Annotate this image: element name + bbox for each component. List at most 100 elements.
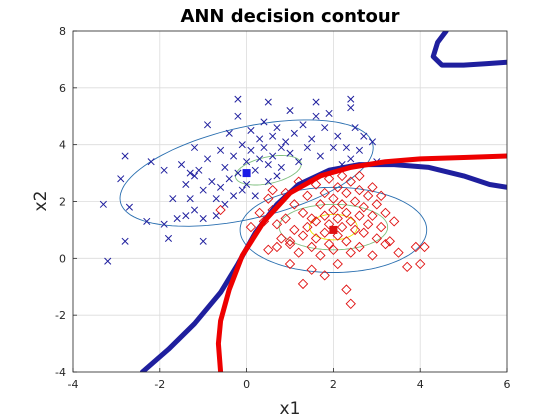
class2-diamond-marker — [310, 233, 322, 244]
class1-x-marker — [164, 234, 173, 242]
class1-x-marker — [190, 172, 199, 180]
y-tick-label: 6 — [59, 82, 66, 95]
class1-x-marker — [308, 135, 316, 143]
class2-diamond-marker — [297, 278, 309, 290]
class1-x-marker — [264, 161, 272, 169]
class1-x-marker — [221, 163, 229, 171]
class2-diamond-marker — [302, 221, 313, 233]
class2-diamond-marker — [367, 182, 378, 193]
class2-diamond-marker — [341, 207, 352, 219]
class2-diamond-marker — [362, 219, 374, 230]
class2-diamond-marker — [349, 196, 361, 207]
y-tick-label: 8 — [59, 25, 66, 38]
class2-diamond-marker — [302, 190, 313, 201]
class2-diamond-marker — [384, 236, 395, 247]
class2-diamond-marker — [336, 199, 348, 210]
decision-curves — [139, 31, 507, 372]
class2-diamond-marker — [293, 247, 304, 258]
class1-x-marker — [368, 138, 377, 146]
class2-diamond-marker — [323, 238, 335, 250]
class1-x-marker — [347, 104, 355, 112]
class1-x-marker — [203, 155, 212, 163]
class1-x-marker — [221, 200, 229, 208]
class1-x-marker — [186, 195, 194, 203]
class2-diamond-marker — [388, 216, 400, 227]
class1-x-marker — [299, 121, 307, 129]
class1-x-marker — [225, 175, 233, 183]
class1-x-marker — [277, 143, 285, 152]
class2-diamond-marker — [336, 170, 348, 182]
class2-diamond-marker — [336, 221, 348, 233]
class1-x-marker — [177, 161, 186, 169]
class2-diamond-marker — [341, 187, 352, 199]
data-points — [99, 95, 430, 309]
class2-diamond-marker — [367, 250, 378, 261]
class1-x-marker — [104, 257, 112, 265]
class1-x-marker — [117, 175, 125, 183]
class2-diamond-marker — [215, 204, 226, 216]
class2-diamond-marker — [375, 190, 387, 201]
class1-x-marker — [230, 152, 238, 160]
class1-x-marker — [160, 220, 168, 228]
class2-diamond-marker — [345, 216, 356, 227]
class2-diamond-marker — [332, 258, 343, 270]
class2-diamond-marker — [345, 298, 356, 309]
x-axis-label: x1 — [280, 399, 301, 419]
axis-ticks: -4 -2 0 2 4 6 -4 -2 0 2 4 6 8 — [55, 25, 510, 391]
class2-diamond-marker — [328, 204, 339, 216]
x-tick-label: -4 — [68, 378, 79, 391]
class1-x-marker — [199, 237, 207, 245]
class1-x-marker — [199, 214, 207, 223]
class2-diamond-marker — [358, 202, 369, 213]
chart-title: ANN decision contour — [180, 6, 399, 27]
class1-x-marker — [256, 155, 264, 163]
class2-diamond-marker — [284, 236, 296, 247]
class2-diamond-marker — [354, 241, 365, 253]
class2-diamond-marker — [263, 193, 274, 204]
class2-diamond-marker — [332, 182, 343, 193]
class1-x-marker — [203, 121, 212, 129]
class2-diamond-marker — [354, 184, 365, 196]
class2-diamond-marker — [315, 250, 326, 261]
class1-x-marker — [260, 118, 268, 126]
class1-x-marker — [347, 155, 355, 163]
class1-x-marker — [264, 98, 272, 106]
class1-x-marker — [182, 212, 190, 220]
class1-x-marker — [286, 149, 294, 157]
class1-x-marker — [269, 132, 277, 140]
class1-x-marker — [329, 143, 337, 152]
class1-x-marker — [334, 132, 342, 140]
class2-diamond-marker — [358, 227, 369, 238]
class1-x-marker — [290, 129, 298, 137]
class1-x-marker — [190, 206, 199, 214]
class2-diamond-marker — [289, 224, 300, 236]
class1-x-marker — [186, 169, 194, 177]
class1-x-marker — [312, 98, 320, 106]
class1-x-marker — [342, 143, 350, 152]
decision-boundary-curve — [139, 162, 507, 372]
class2-diamond-marker — [271, 241, 283, 253]
class1-x-marker — [147, 158, 155, 166]
class1-x-marker — [256, 135, 264, 143]
class2-diamond-marker — [371, 199, 382, 210]
class2-diamond-marker — [410, 241, 422, 253]
class2-diamond-marker — [306, 241, 317, 253]
class1-x-marker — [355, 146, 363, 154]
class2-diamond-marker — [419, 241, 430, 253]
contour-ellipse — [239, 186, 428, 273]
class1-x-marker — [312, 112, 320, 120]
class1-x-marker — [243, 180, 251, 189]
class1-x-marker — [269, 152, 277, 160]
class1-x-marker — [121, 152, 129, 160]
class1-x-marker — [325, 109, 333, 117]
class1-x-marker — [351, 124, 359, 132]
class1-x-marker — [347, 95, 355, 103]
decision-boundary-curve — [215, 153, 507, 372]
class2-diamond-marker — [263, 244, 274, 255]
class1-x-marker — [125, 203, 133, 211]
class1-x-marker — [273, 172, 281, 180]
class1-x-marker — [208, 178, 216, 186]
x-tick-label: 6 — [504, 378, 511, 391]
x-tick-label: 4 — [417, 378, 424, 391]
